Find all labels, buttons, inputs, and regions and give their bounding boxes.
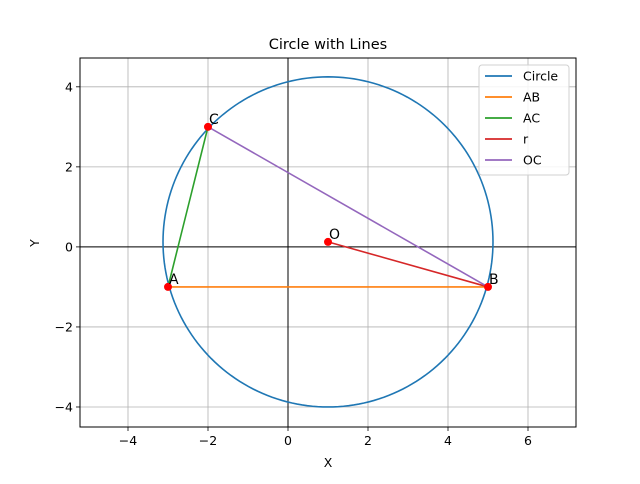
y-axis-label: Y: [27, 239, 42, 248]
y-tick-label: −4: [55, 399, 73, 414]
series-r: [327, 241, 489, 288]
points-layer: A B C O: [164, 112, 499, 291]
legend-label: AC: [523, 111, 540, 126]
series-circle: [162, 76, 494, 408]
legend-label: OC: [523, 153, 542, 168]
x-tick-label: 0: [284, 433, 292, 448]
series-layer: [162, 76, 494, 408]
plot-frame: [79, 57, 577, 428]
point-a: [164, 282, 172, 291]
y-tick-label: 2: [65, 159, 73, 174]
legend-label: r: [523, 132, 529, 147]
point-o: [324, 237, 332, 246]
point-b: [484, 282, 492, 291]
legend-box: [478, 64, 570, 176]
x-tick-label: 2: [364, 433, 372, 448]
x-axis-label: X: [324, 455, 333, 470]
legend-label: Circle: [523, 69, 558, 84]
ticks: −4 −2 0 2 4 6 −4 −2 0 2 4: [55, 79, 532, 448]
x-tick-label: −4: [119, 433, 137, 448]
point-label-o: O: [329, 227, 340, 243]
point-c: [204, 122, 212, 131]
series-oc: [207, 126, 489, 288]
x-tick-label: 4: [444, 433, 452, 448]
y-tick-label: 4: [65, 79, 73, 94]
y-tick-label: 0: [65, 239, 73, 254]
chart-title: Circle with Lines: [269, 37, 387, 53]
series-ac: [167, 126, 209, 288]
legend: Circle AB AC r OC: [478, 64, 570, 176]
point-label-a: A: [169, 272, 179, 288]
point-label-b: B: [489, 272, 499, 288]
point-label-c: C: [209, 112, 219, 128]
y-tick-label: −2: [55, 319, 73, 334]
x-tick-label: −2: [199, 433, 217, 448]
x-tick-label: 6: [524, 433, 532, 448]
legend-label: AB: [523, 90, 540, 105]
